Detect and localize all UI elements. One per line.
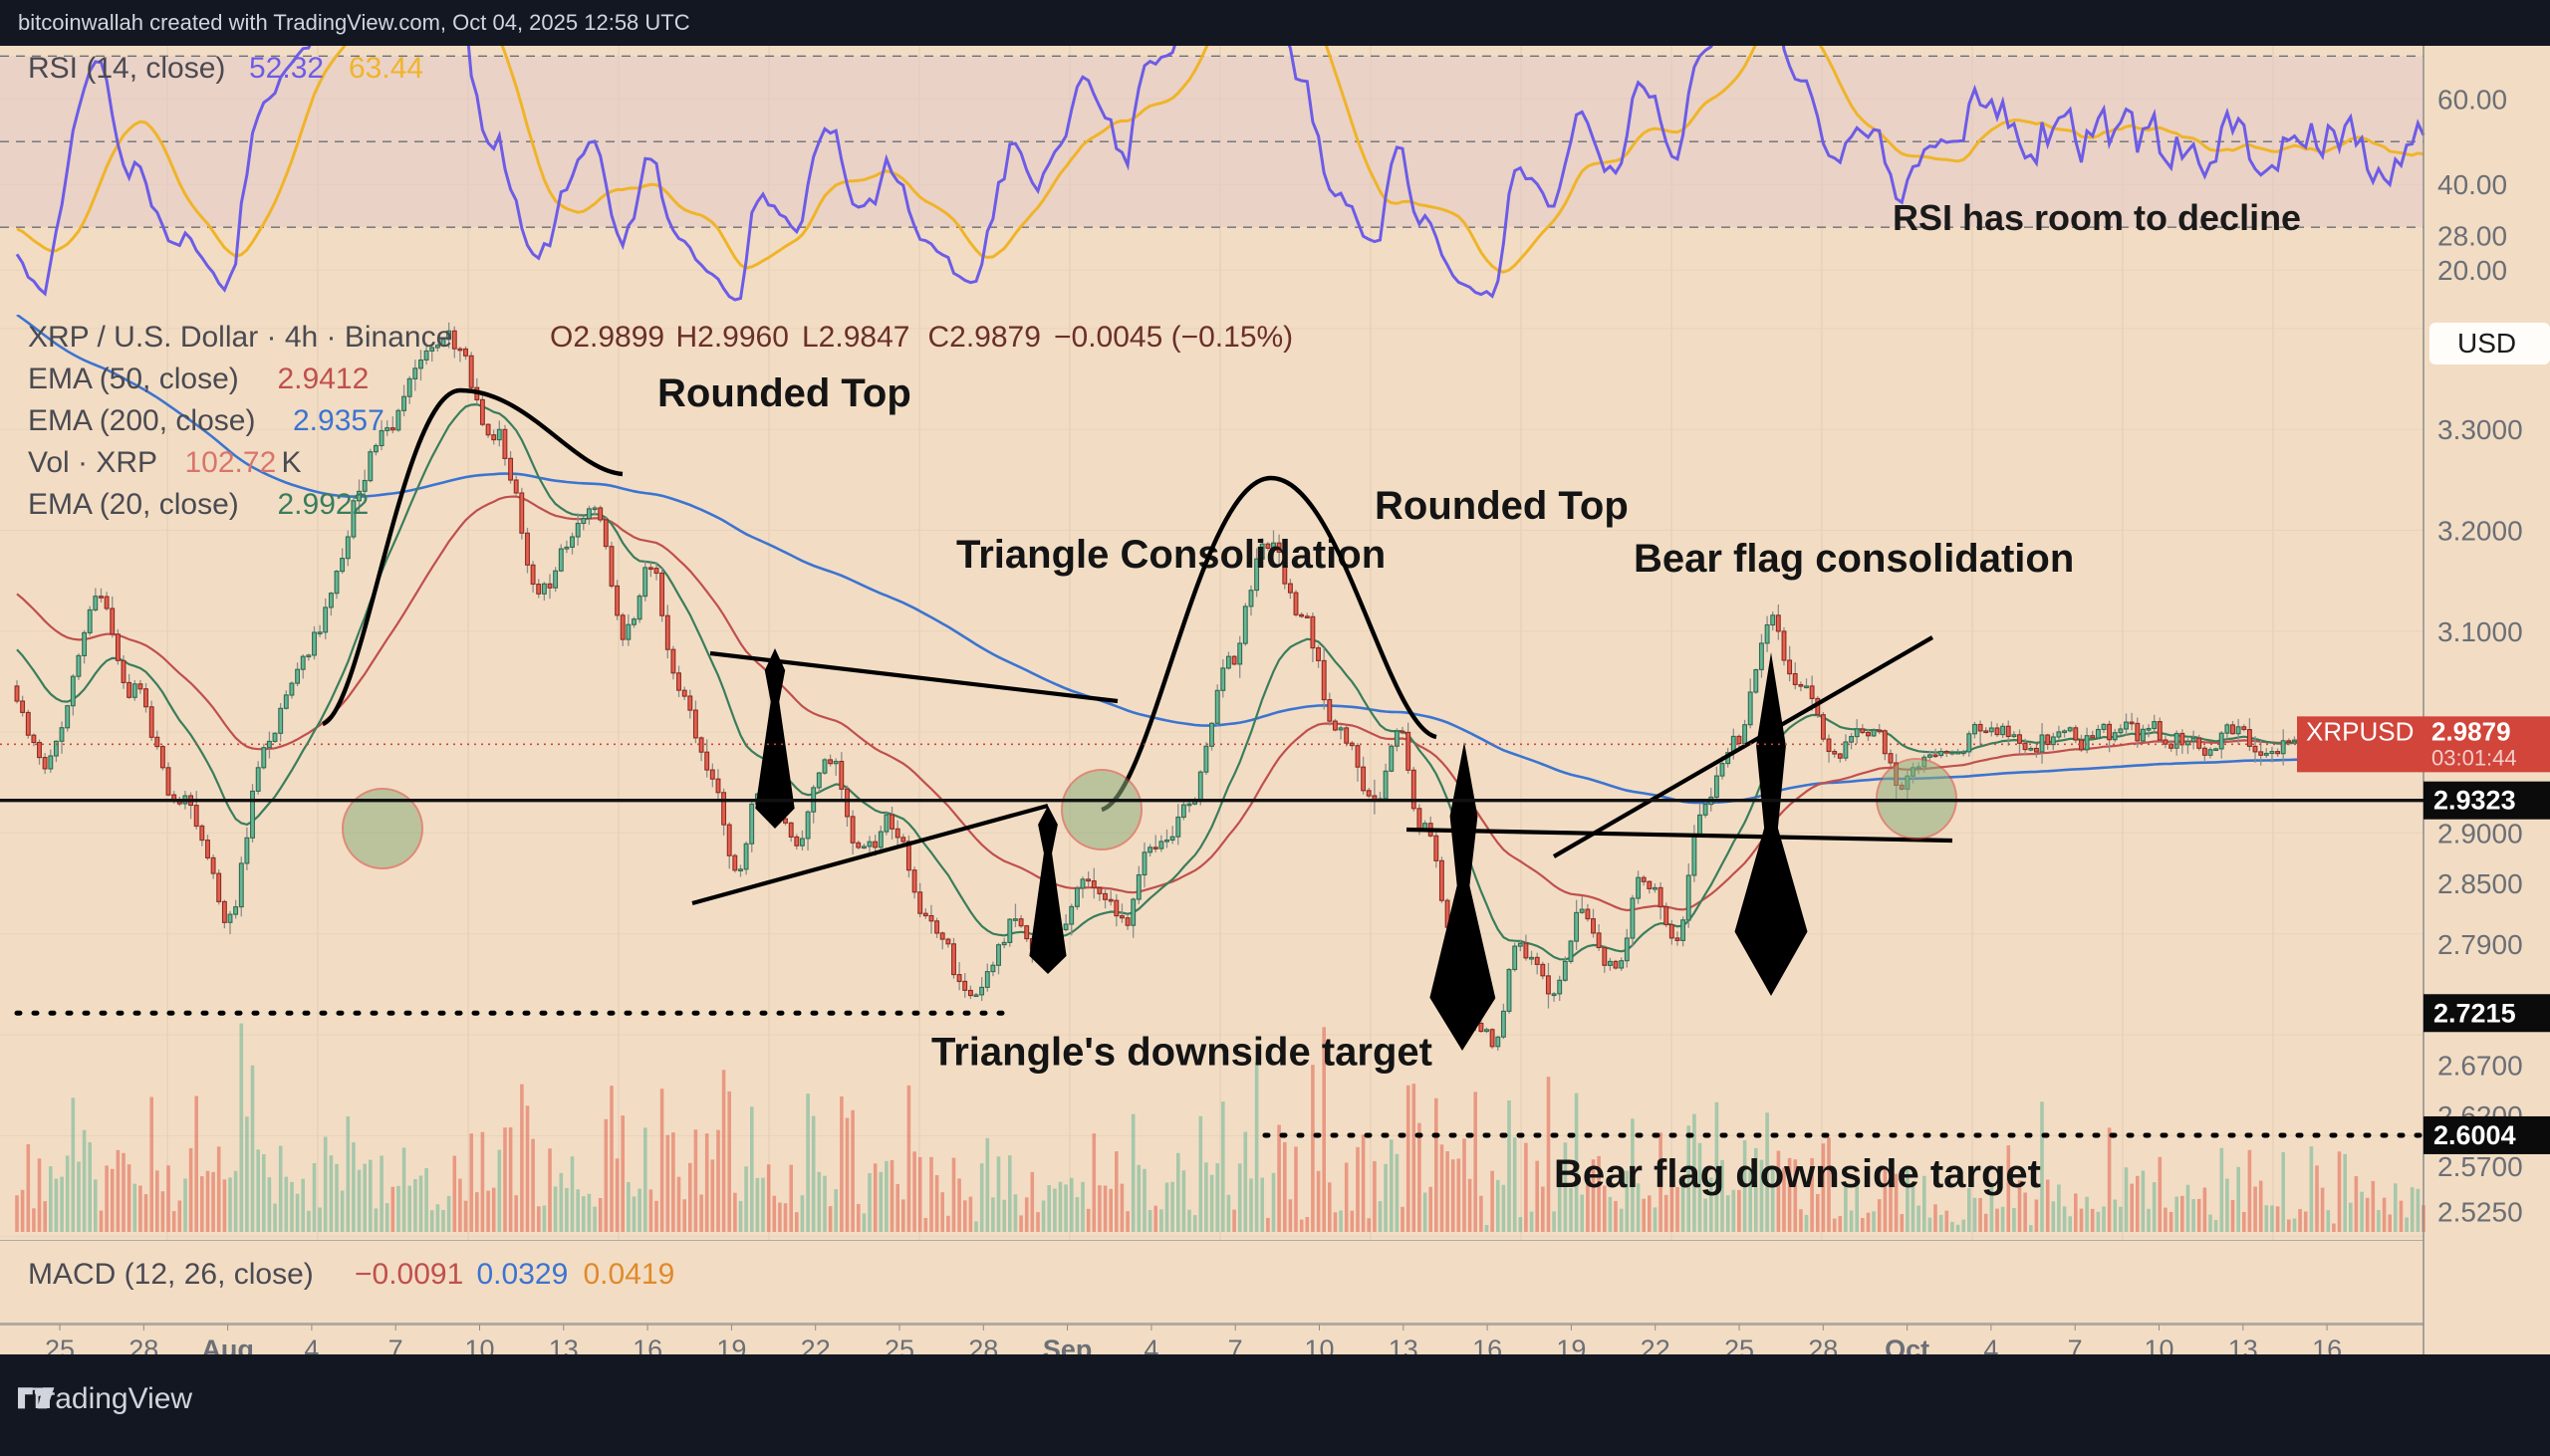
svg-text:13: 13 (1389, 1335, 1418, 1354)
svg-text:28: 28 (128, 1335, 158, 1354)
svg-text:Sep: Sep (1043, 1335, 1093, 1354)
svg-text:28: 28 (1808, 1335, 1838, 1354)
svg-text:2.5700: 2.5700 (2437, 1151, 2523, 1182)
svg-text:Rounded Top: Rounded Top (1375, 484, 1629, 528)
svg-text:XRPUSD: XRPUSD (2306, 716, 2414, 746)
svg-text:16: 16 (2312, 1335, 2342, 1354)
svg-text:10: 10 (464, 1335, 494, 1354)
svg-text:20.00: 20.00 (2437, 255, 2507, 286)
svg-text:C2.9879: C2.9879 (928, 321, 1041, 354)
svg-text:0.0329: 0.0329 (477, 1258, 569, 1291)
svg-text:Triangle's downside target: Triangle's downside target (931, 1030, 1432, 1074)
svg-text:10: 10 (2144, 1335, 2173, 1354)
svg-text:60.00: 60.00 (2437, 84, 2507, 115)
svg-text:2.9922: 2.9922 (278, 488, 370, 521)
svg-text:2.9000: 2.9000 (2437, 818, 2523, 849)
svg-text:7: 7 (2068, 1335, 2083, 1354)
svg-text:3.1000: 3.1000 (2437, 616, 2523, 647)
svg-text:2.6004: 2.6004 (2433, 1120, 2516, 1150)
svg-text:RSI (14, close): RSI (14, close) (28, 52, 225, 85)
svg-text:4: 4 (304, 1335, 319, 1354)
svg-text:22: 22 (1641, 1335, 1670, 1354)
svg-text:63.44: 63.44 (349, 52, 423, 85)
svg-text:40.00: 40.00 (2437, 169, 2507, 200)
svg-text:3.3000: 3.3000 (2437, 414, 2523, 445)
svg-text:2.9357: 2.9357 (293, 404, 384, 437)
svg-text:2.9412: 2.9412 (278, 363, 370, 395)
svg-text:13: 13 (2228, 1335, 2258, 1354)
svg-text:10: 10 (1304, 1335, 1334, 1354)
svg-text:7: 7 (1228, 1335, 1243, 1354)
svg-text:0.0419: 0.0419 (584, 1258, 675, 1291)
svg-text:22: 22 (801, 1335, 831, 1354)
svg-text:RSI has room to decline: RSI has room to decline (1893, 197, 2301, 238)
svg-text:Bear flag downside target: Bear flag downside target (1554, 1152, 2041, 1196)
svg-text:Aug: Aug (201, 1335, 253, 1354)
svg-text:O2.9899: O2.9899 (550, 321, 664, 354)
svg-text:25: 25 (45, 1335, 75, 1354)
svg-text:16: 16 (633, 1335, 662, 1354)
svg-text:16: 16 (1472, 1335, 1502, 1354)
svg-text:EMA (50, close): EMA (50, close) (28, 363, 239, 395)
svg-text:28.00: 28.00 (2437, 221, 2507, 252)
svg-text:Bear flag consolidation: Bear flag consolidation (1634, 537, 2074, 581)
svg-text:H2.9960: H2.9960 (676, 321, 789, 354)
svg-text:EMA (20, close): EMA (20, close) (28, 488, 239, 521)
svg-text:−0.0091: −0.0091 (355, 1258, 463, 1291)
svg-text:52.32: 52.32 (249, 52, 324, 85)
svg-text:XRP / U.S. Dollar · 4h · Binan: XRP / U.S. Dollar · 4h · Binance (28, 321, 452, 354)
svg-text:102.72: 102.72 (185, 446, 277, 479)
svg-text:2.9323: 2.9323 (2433, 786, 2516, 816)
svg-text:2.8500: 2.8500 (2437, 868, 2523, 899)
svg-text:−0.0045 (−0.15%): −0.0045 (−0.15%) (1054, 321, 1293, 354)
svg-text:25: 25 (1724, 1335, 1754, 1354)
svg-text:2.9879: 2.9879 (2431, 716, 2511, 746)
svg-text:13: 13 (549, 1335, 579, 1354)
svg-text:K: K (282, 446, 302, 479)
svg-text:Triangle Consolidation: Triangle Consolidation (956, 533, 1386, 577)
svg-text:4: 4 (1144, 1335, 1158, 1354)
svg-text:Vol · XRP: Vol · XRP (28, 446, 157, 479)
svg-text:MACD (12, 26, close): MACD (12, 26, close) (28, 1258, 314, 1291)
svg-text:EMA (200, close): EMA (200, close) (28, 404, 255, 437)
svg-text:4: 4 (1983, 1335, 1998, 1354)
svg-text:03:01:44: 03:01:44 (2431, 745, 2517, 770)
svg-text:2.6700: 2.6700 (2437, 1050, 2523, 1081)
svg-text:25: 25 (885, 1335, 914, 1354)
svg-text:28: 28 (968, 1335, 998, 1354)
svg-text:Rounded Top: Rounded Top (657, 371, 911, 415)
svg-text:2.7215: 2.7215 (2433, 998, 2516, 1028)
svg-text:2.7900: 2.7900 (2437, 929, 2523, 960)
svg-text:L2.9847: L2.9847 (802, 321, 909, 354)
svg-text:19: 19 (1556, 1335, 1586, 1354)
svg-text:2.5250: 2.5250 (2437, 1196, 2523, 1227)
svg-text:3.2000: 3.2000 (2437, 515, 2523, 546)
svg-text:7: 7 (388, 1335, 403, 1354)
svg-text:Oct: Oct (1885, 1335, 1929, 1354)
svg-text:USD: USD (2457, 328, 2516, 359)
svg-text:19: 19 (716, 1335, 746, 1354)
